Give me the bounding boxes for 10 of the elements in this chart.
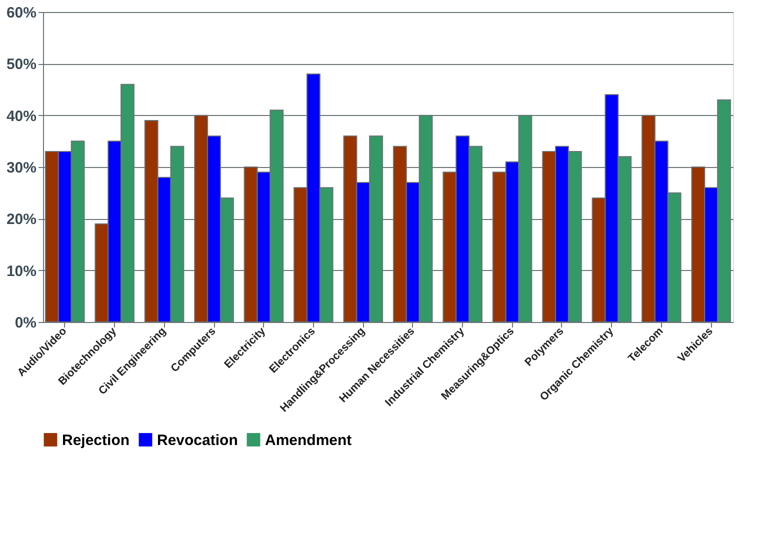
y-tick-label: 0% — [14, 314, 36, 332]
y-tick-label: 30% — [6, 160, 36, 176]
y-tick-label: 20% — [6, 211, 36, 228]
legend-label: Amendment — [265, 432, 352, 449]
legend-label: Rejection — [62, 432, 130, 449]
y-tick-label: 10% — [6, 262, 36, 280]
y-tick-label: 40% — [6, 108, 36, 125]
legend-label: Revocation — [157, 432, 238, 449]
y-tick-label: 60% — [6, 4, 36, 22]
y-tick-label: 50% — [6, 56, 36, 74]
